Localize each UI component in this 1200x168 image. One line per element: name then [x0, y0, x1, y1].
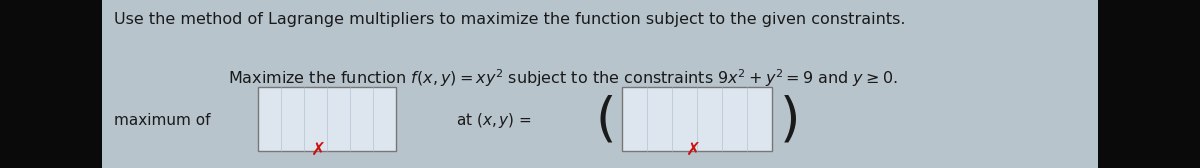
FancyBboxPatch shape — [258, 87, 396, 151]
Text: ✗: ✗ — [311, 141, 325, 159]
Text: ): ) — [779, 95, 800, 147]
Bar — [0, 0, 102, 168]
Text: (: ( — [595, 95, 617, 147]
Text: Use the method of Lagrange multipliers to maximize the function subject to the g: Use the method of Lagrange multipliers t… — [114, 12, 906, 27]
Text: maximum of: maximum of — [114, 113, 210, 129]
Text: Maximize the function $f(x, y) = xy^2$ subject to the constraints $9x^2 + y^2 = : Maximize the function $f(x, y) = xy^2$ s… — [228, 67, 898, 89]
FancyBboxPatch shape — [622, 87, 772, 151]
Text: at $(x, y)$ =: at $(x, y)$ = — [456, 111, 532, 131]
Text: ✗: ✗ — [686, 141, 701, 159]
Bar — [1098, 0, 1200, 168]
